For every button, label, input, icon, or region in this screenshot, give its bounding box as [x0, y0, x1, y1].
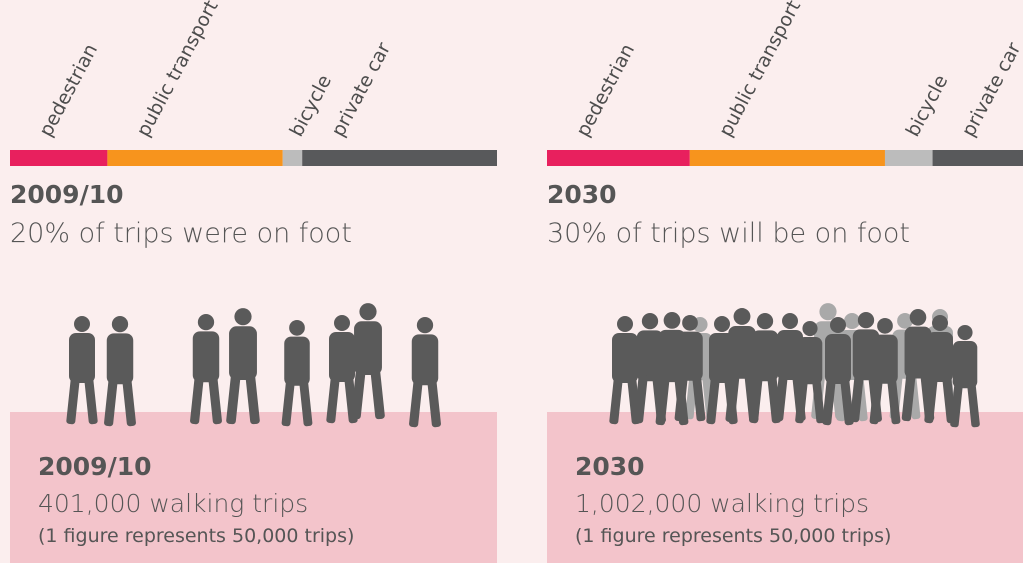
torso [69, 333, 95, 383]
head [782, 313, 798, 329]
torso [107, 333, 133, 384]
torso [284, 337, 310, 386]
torso [825, 334, 851, 384]
head [664, 312, 681, 329]
torso [677, 332, 703, 381]
panel-note: (1 figure represents 50,000 trips) [38, 525, 354, 547]
torso [927, 332, 953, 382]
head [802, 321, 817, 336]
torso [872, 335, 898, 384]
head [234, 308, 251, 325]
head [757, 313, 773, 329]
infographic: 2009/10 401,000 walking trips (1 figure … [0, 0, 1023, 563]
head [858, 312, 874, 328]
bar-segment [690, 150, 885, 166]
head [714, 316, 730, 332]
head [112, 316, 128, 332]
torso [193, 331, 219, 382]
torso [752, 330, 778, 381]
head [830, 317, 846, 333]
head [932, 315, 948, 331]
chart-title: 2030 [547, 180, 617, 209]
bar-segment [885, 150, 933, 166]
head [910, 309, 927, 326]
panel-title: 2009/10 [38, 452, 152, 481]
bar-segment [107, 150, 282, 166]
head [334, 315, 350, 331]
bar-segment [302, 150, 497, 166]
head [877, 318, 893, 334]
torso [354, 321, 382, 375]
bar-segment [547, 150, 690, 166]
chart-title: 2009/10 [10, 180, 124, 209]
torso [612, 333, 638, 383]
panel-text: 1,002,000 walking trips [575, 489, 869, 518]
torso [798, 337, 823, 384]
torso [953, 341, 978, 388]
head [289, 320, 305, 336]
torso [412, 334, 438, 385]
chart-subtitle: 30% of trips will be on foot [547, 218, 910, 249]
torso [229, 326, 257, 380]
head [74, 316, 90, 332]
panel-title: 2030 [575, 452, 645, 481]
bar-segment [10, 150, 107, 166]
torso [329, 332, 355, 382]
bar-segment [933, 150, 1023, 166]
head [642, 313, 658, 329]
head [682, 315, 698, 331]
head [417, 317, 433, 333]
head [819, 303, 836, 320]
bar-segment [283, 150, 302, 166]
head [957, 325, 972, 340]
panel-text: 401,000 walking trips [38, 489, 308, 518]
head [198, 314, 214, 330]
head [617, 316, 633, 332]
head [359, 303, 376, 320]
torso [728, 326, 755, 379]
head [734, 308, 751, 325]
head [844, 313, 860, 329]
panel-note: (1 figure represents 50,000 trips) [575, 525, 891, 547]
chart-subtitle: 20% of trips were on foot [10, 218, 352, 249]
